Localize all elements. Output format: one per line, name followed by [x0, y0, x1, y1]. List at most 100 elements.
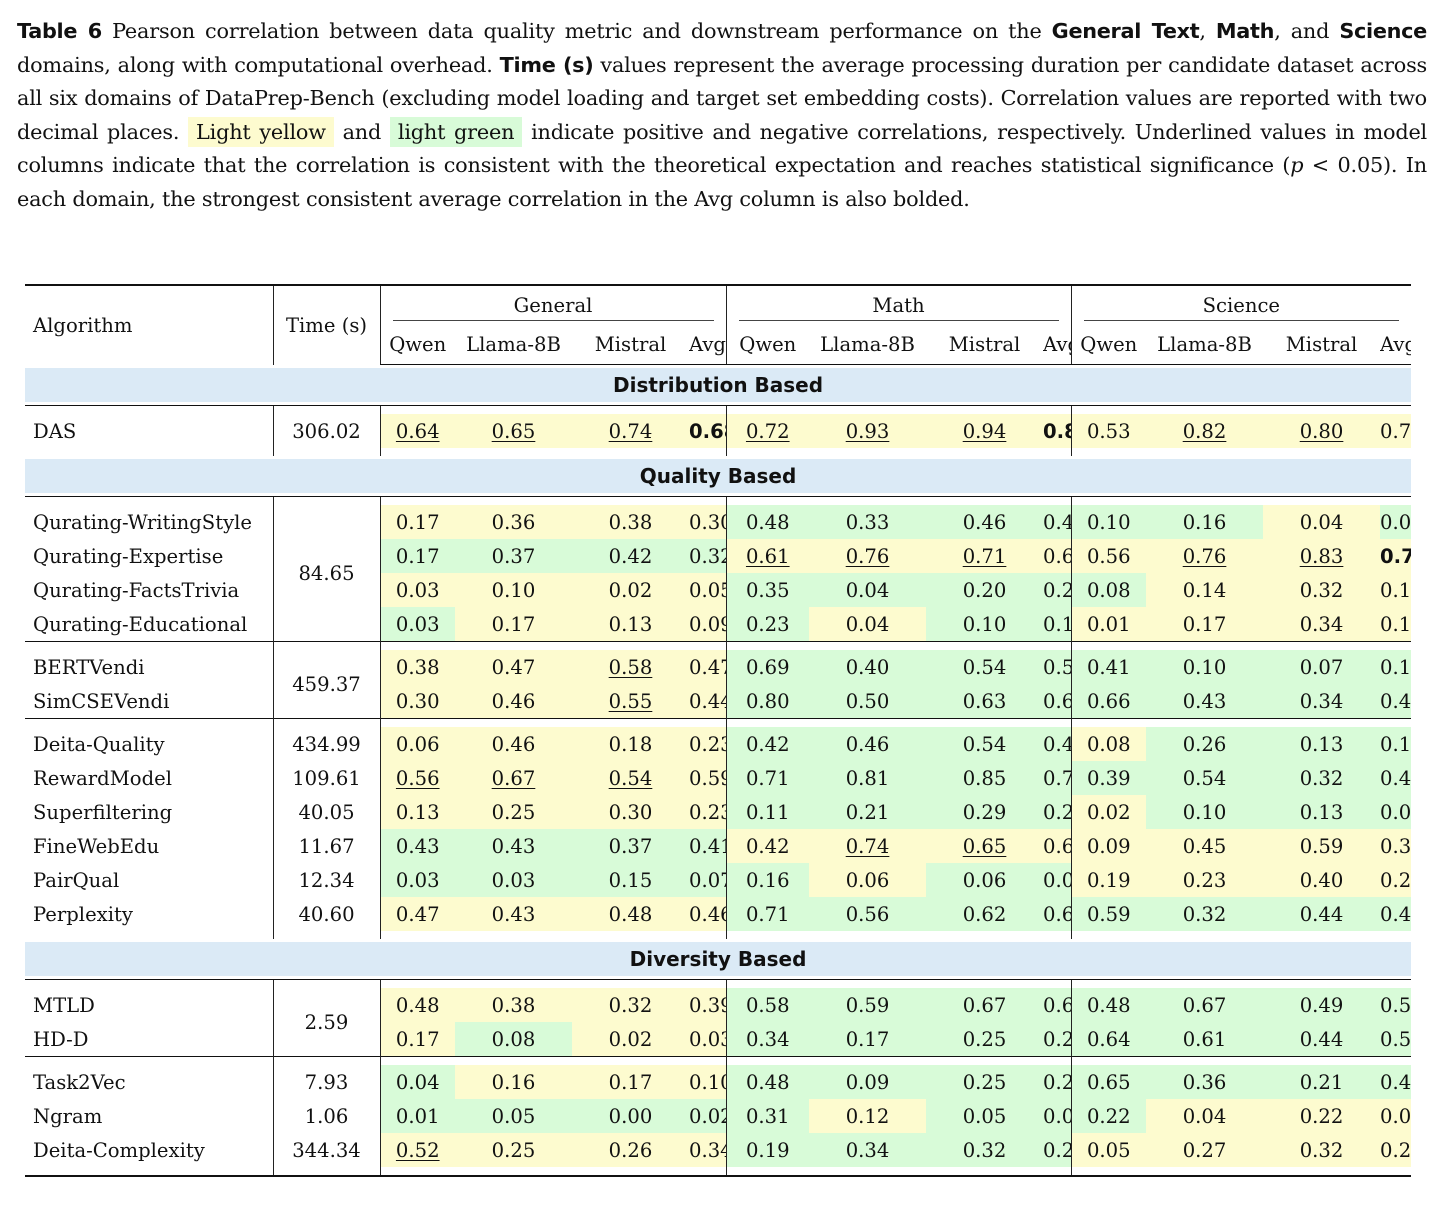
- correlation-cell: 0.18: [572, 727, 689, 761]
- correlation-cell: 0.63: [1043, 897, 1072, 931]
- correlation-cell: 0.06: [809, 863, 927, 897]
- correlation-cell: 0.41: [1070, 650, 1147, 684]
- header-model: Llama-8B: [809, 324, 927, 365]
- correlation-cell: 0.12: [809, 1099, 927, 1133]
- correlation-cell: 0.40: [1263, 863, 1381, 897]
- correlation-cell: 0.21: [1043, 795, 1072, 829]
- correlation-value: 0.23: [745, 612, 790, 636]
- correlation-value: 0.69: [1043, 544, 1072, 568]
- correlation-cell: 0.19: [725, 1133, 810, 1167]
- correlation-value: 0.82: [1182, 419, 1227, 443]
- correlation-value: 0.13: [395, 800, 440, 824]
- correlation-cell: 0.72: [725, 414, 810, 448]
- correlation-cell: 0.58: [725, 988, 810, 1022]
- correlation-value: 0.39: [1086, 766, 1131, 790]
- correlation-value: 0.32: [689, 544, 726, 568]
- correlation-value: 0.08: [1086, 578, 1131, 602]
- algorithm-name: Qurating-WritingStyle: [33, 510, 253, 534]
- correlation-cell: 0.50: [809, 684, 927, 719]
- correlation-cell: 0.74: [809, 829, 927, 863]
- correlation-value: 0.42: [608, 544, 653, 568]
- correlation-cell: 0.10: [455, 573, 572, 607]
- correlation-cell: 0.05: [1070, 1133, 1147, 1167]
- correlation-cell: 0.14: [1146, 573, 1264, 607]
- table-row: SimCSEVendi 0.30 0.46 0.55 0.44 0.80 0.50 0.63 0…: [25, 684, 1412, 719]
- correlation-value: 0.11: [745, 800, 790, 824]
- correlation-value: 0.59: [1299, 834, 1344, 858]
- correlation-value: 0.47: [491, 655, 536, 679]
- header-model: Llama-8B: [1146, 324, 1264, 365]
- correlation-value: 0.05: [689, 578, 726, 602]
- correlation-value: 0.15: [608, 868, 653, 892]
- correlation-cell: 0.46: [926, 505, 1044, 539]
- correlation-value: 0.40: [845, 655, 890, 679]
- correlation-cell: 0.65: [926, 829, 1044, 863]
- correlation-value: 0.65: [1043, 689, 1071, 713]
- correlation-cell: 0.17: [455, 607, 572, 642]
- correlation-value: 0.30: [689, 510, 726, 534]
- correlation-value: 0.07: [1380, 510, 1412, 534]
- correlation-value: 0.18: [608, 732, 653, 756]
- correlation-cell: 0.47: [1043, 727, 1072, 761]
- correlation-value: 0.17: [845, 1027, 890, 1051]
- correlation-cell: 0.25: [455, 795, 572, 829]
- header-row: Algorithm Time (s) General Math Science: [25, 284, 1412, 365]
- correlation-cell: 0.67: [455, 761, 572, 795]
- correlation-value: 0.14: [1182, 578, 1227, 602]
- correlation-cell: 0.34: [1263, 607, 1381, 642]
- correlation-cell: 0.46: [455, 684, 572, 719]
- correlation-value: 0.36: [491, 510, 536, 534]
- correlation-cell: 0.40: [809, 650, 927, 684]
- correlation-value: 0.64: [395, 419, 440, 443]
- correlation-cell: 0.25: [926, 1065, 1044, 1099]
- algorithm-name: Qurating-Educational: [33, 612, 248, 636]
- table-row: Qurating-Educational 0.03 0.17 0.13 0.09 0.23…: [25, 607, 1412, 642]
- correlation-value: 0.13: [1299, 732, 1344, 756]
- correlation-cell: 0.32: [1146, 897, 1264, 931]
- correlation-cell: 0.16: [725, 863, 810, 897]
- correlation-cell: 0.43: [455, 897, 572, 931]
- algorithm-name: Superfiltering: [33, 800, 173, 824]
- correlation-cell: 0.34: [809, 1133, 927, 1167]
- caption-bold: General Text: [1051, 19, 1200, 43]
- correlation-cell: 0.48: [572, 897, 689, 931]
- correlation-cell: 0.32: [1263, 573, 1381, 607]
- correlation-cell: 0.47: [379, 897, 455, 931]
- algorithm-name: RewardModel: [33, 766, 172, 790]
- correlation-value: 0.10: [689, 1070, 726, 1094]
- correlation-value: 0.05: [491, 1104, 536, 1128]
- correlation-cell: 0.19: [1070, 863, 1147, 897]
- correlation-cell: 0.10: [1380, 727, 1412, 761]
- table-row: Qurating-FactsTrivia 0.03 0.10 0.02 0.05 0.35…: [25, 573, 1412, 607]
- algorithm-name: Qurating-FactsTrivia: [33, 578, 240, 602]
- correlation-cell: 0.08: [1070, 727, 1147, 761]
- time-value: 2.59: [272, 988, 380, 1057]
- correlation-cell: 0.04: [379, 1065, 455, 1099]
- correlation-value: 0.04: [395, 1070, 440, 1094]
- correlation-value: 0.62: [1043, 993, 1072, 1017]
- correlation-value: 0.08: [1043, 1104, 1072, 1128]
- time-value: 40.05: [272, 795, 380, 829]
- correlation-value: 0.33: [845, 510, 890, 534]
- correlation-value: 0.62: [962, 902, 1007, 926]
- correlation-cell: 0.47: [455, 650, 572, 684]
- correlation-value: 0.10: [962, 612, 1007, 636]
- correlation-cell: 0.61: [725, 539, 810, 573]
- correlation-cell: 0.42: [725, 829, 810, 863]
- correlation-value: 0.22: [1299, 1104, 1344, 1128]
- correlation-value: 0.55: [608, 689, 653, 713]
- correlation-cell: 0.41: [1380, 1065, 1412, 1099]
- correlation-cell: 0.29: [926, 795, 1044, 829]
- time-value: 11.67: [272, 829, 380, 863]
- correlation-cell: 0.07: [689, 863, 727, 897]
- correlation-cell: 0.63: [926, 684, 1044, 719]
- correlation-value: 0.65: [962, 834, 1007, 858]
- correlation-cell: 0.00: [572, 1099, 689, 1133]
- correlation-cell: 0.17: [379, 1022, 455, 1057]
- correlation-cell: 0.30: [689, 505, 727, 539]
- correlation-cell: 0.59: [1263, 829, 1381, 863]
- correlation-cell: 0.15: [572, 863, 689, 897]
- correlation-cell: 0.22: [1380, 1133, 1412, 1167]
- correlation-value: 0.45: [1380, 902, 1412, 926]
- correlation-cell: 0.67: [1146, 988, 1264, 1022]
